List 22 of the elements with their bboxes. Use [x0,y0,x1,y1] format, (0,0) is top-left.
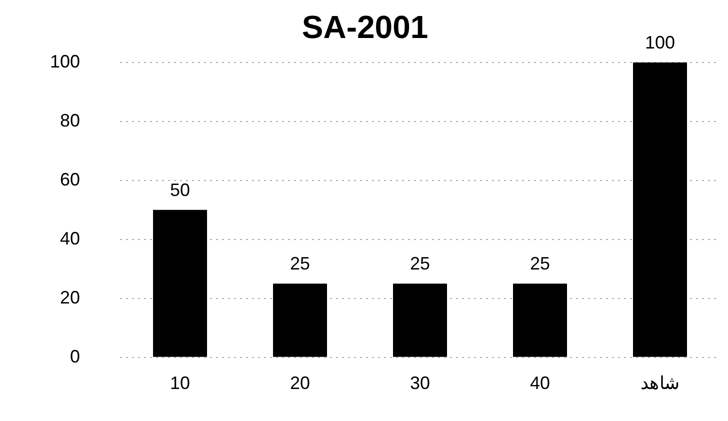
data-label: 100 [644,32,676,52]
chart-title: SA-2001 [302,9,428,46]
x-tick-label: 30 [410,373,430,394]
y-tick-label: 60 [60,169,80,190]
x-tick-label: 10 [170,373,190,394]
y-tick-label: 100 [50,51,80,72]
data-label: 25 [410,254,430,274]
bar [393,284,448,357]
y-tick-label: 80 [60,110,80,130]
y-tick-label: 20 [60,287,80,308]
x-tick-label: شاهد [640,373,680,394]
bar [273,284,328,357]
bar [153,210,208,357]
y-tick-label: 40 [60,228,80,248]
data-label: 50 [170,180,190,200]
data-label: 25 [290,254,310,274]
x-tick-label: 20 [290,373,310,394]
bar [633,62,687,357]
y-tick-label: 0 [70,346,80,366]
x-tick-label: 40 [530,373,550,394]
bar [513,284,568,357]
data-label: 25 [530,254,550,274]
